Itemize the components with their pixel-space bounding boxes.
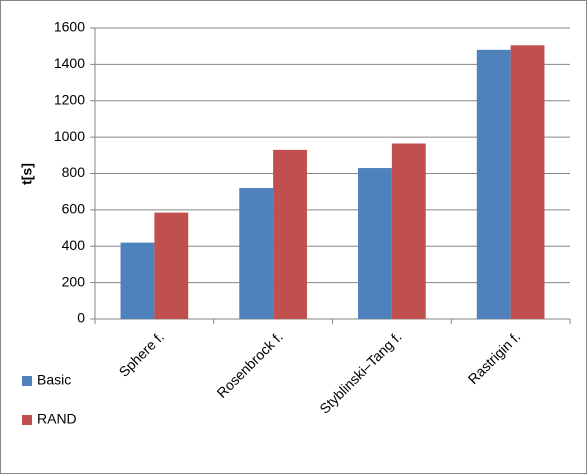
bar bbox=[391, 143, 426, 319]
y-tick-label: 1600 bbox=[54, 19, 85, 35]
bar bbox=[154, 212, 189, 319]
y-tick-label: 600 bbox=[62, 201, 86, 217]
y-tick-label: 1400 bbox=[54, 55, 85, 71]
bar bbox=[476, 49, 511, 319]
legend-label: Basic bbox=[37, 372, 71, 388]
bar bbox=[120, 242, 155, 319]
y-tick-label: 800 bbox=[62, 164, 86, 180]
bar bbox=[358, 168, 392, 319]
y-tick-label: 1200 bbox=[54, 91, 85, 107]
legend-swatch bbox=[22, 415, 32, 425]
legend-label: RAND bbox=[37, 411, 77, 427]
legend-swatch bbox=[22, 376, 32, 386]
y-tick-label: 400 bbox=[62, 237, 86, 253]
bar bbox=[239, 188, 274, 319]
y-axis-label: t[s] bbox=[19, 163, 35, 185]
bar bbox=[273, 149, 307, 319]
bar bbox=[510, 45, 545, 319]
y-tick-label: 200 bbox=[62, 273, 86, 289]
y-tick-label: 1000 bbox=[54, 128, 85, 144]
y-tick-label: 0 bbox=[77, 310, 85, 326]
